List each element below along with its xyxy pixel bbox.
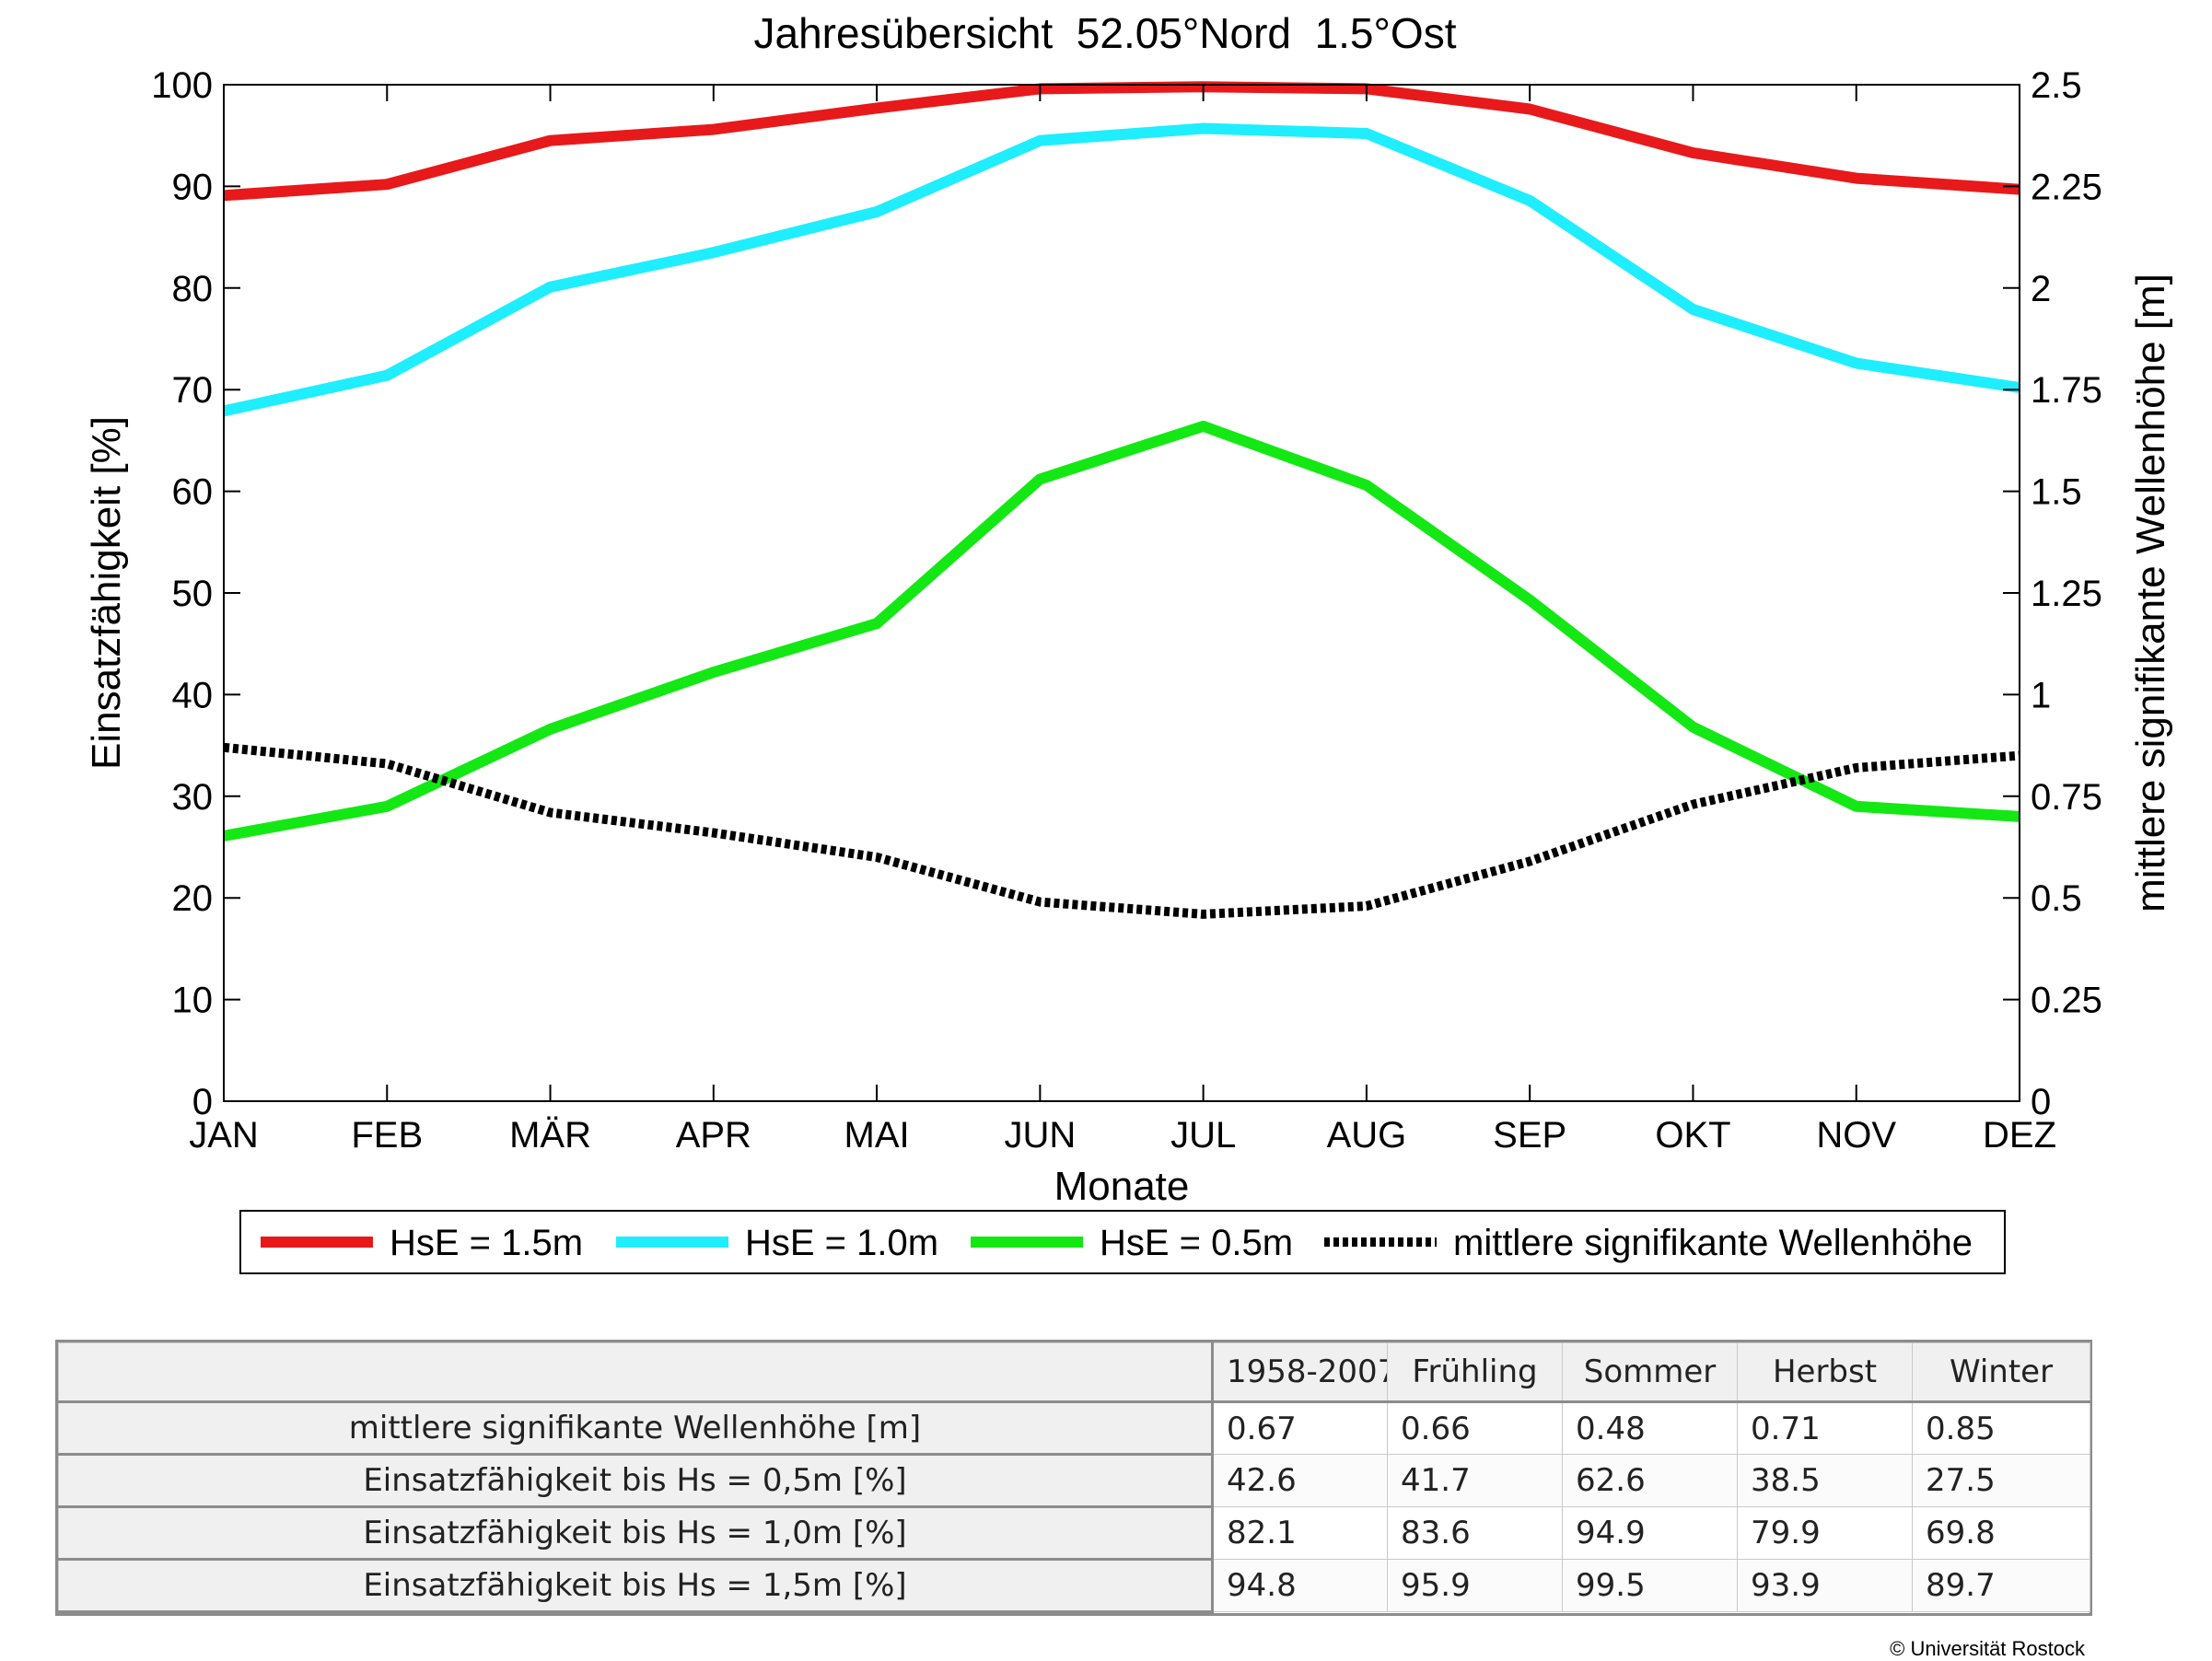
table-row: mittlere signifikante Wellenhöhe [m] 0.6… [58, 1401, 2090, 1456]
x-tick-label: JUN [1004, 1115, 1076, 1156]
row-label: Einsatzfähigkeit bis Hs = 0,5m [%] [58, 1454, 1214, 1508]
x-tick-label: JUL [1170, 1115, 1236, 1156]
table-corner-cell [58, 1342, 1214, 1403]
table-cell: 95.9 [1387, 1559, 1563, 1612]
y-tick-label: 70 [172, 370, 214, 411]
table-cell: 94.9 [1562, 1506, 1738, 1560]
row-label: Einsatzfähigkeit bis Hs = 1,5m [%] [58, 1559, 1214, 1613]
table-cell: 27.5 [1912, 1454, 2090, 1507]
y2-tick-label: 1 [2031, 675, 2051, 715]
statistics-grid: 1958-2007 Frühling Sommer Herbst Winter … [58, 1342, 2090, 1613]
column-header: Herbst [1737, 1342, 1913, 1403]
y2-tick-label: 2.25 [2031, 167, 2102, 207]
y-tick-label: 60 [172, 472, 214, 513]
table-cell: 94.8 [1212, 1559, 1388, 1612]
column-header: Sommer [1562, 1342, 1738, 1403]
y2-tick-label: 1.25 [2031, 574, 2102, 614]
legend: HsE = 1.5m HsE = 1.0m HsE = 0.5m mittlere s… [261, 1223, 1973, 1263]
copyright-notice: © Universität Rostock [1890, 1637, 2085, 1660]
y-tick-label: 10 [172, 981, 214, 1021]
table-cell: 0.71 [1737, 1401, 1913, 1455]
y2-tick-label: 0.75 [2031, 777, 2102, 818]
series-line-3 [223, 742, 2020, 919]
y-tick-label: 40 [172, 675, 214, 715]
legend-label-1: HsE = 1.0m [745, 1223, 938, 1263]
legend-label-0: HsE = 1.5m [390, 1223, 583, 1263]
table-row: Einsatzfähigkeit bis Hs = 1,0m [%] 82.1 … [58, 1506, 2090, 1561]
row-label: Einsatzfähigkeit bis Hs = 1,0m [%] [58, 1506, 1214, 1561]
series-layer [222, 81, 2020, 919]
y-tick-label: 90 [172, 167, 214, 207]
x-tick-label: SEP [1493, 1115, 1566, 1156]
legend-box [239, 1210, 2006, 1274]
table-cell: 93.9 [1737, 1559, 1913, 1612]
legend-label-3: mittlere signifikante Wellenhöhe [1453, 1223, 1973, 1263]
y-tick-label: 80 [172, 269, 214, 309]
y2-tick-label: 1.5 [2031, 472, 2082, 513]
series-line-0 [223, 81, 2020, 202]
row-label: mittlere signifikante Wellenhöhe [m] [58, 1401, 1214, 1456]
chart: Jahresübersicht 52.05°Nord 1.5°Ost 01020… [84, 9, 2173, 1274]
table-cell: 99.5 [1562, 1559, 1738, 1612]
table-cell: 69.8 [1912, 1506, 2090, 1560]
plot-frame [223, 84, 2020, 1102]
legend-label-2: HsE = 0.5m [1100, 1223, 1293, 1263]
statistics-table: 1958-2007 Frühling Sommer Herbst Winter … [55, 1340, 2092, 1616]
y2-tick-label: 2.5 [2031, 65, 2082, 106]
chart-title: Jahresübersicht 52.05°Nord 1.5°Ost [754, 9, 1457, 57]
x-tick-label: DEZ [1983, 1115, 2056, 1156]
table-row: Einsatzfähigkeit bis Hs = 0,5m [%] 42.6 … [58, 1454, 2090, 1508]
y-tick-label: 50 [172, 574, 214, 614]
y-tick-label: 100 [151, 65, 213, 106]
table-cell: 0.48 [1562, 1401, 1738, 1455]
table-cell: 79.9 [1737, 1506, 1913, 1560]
x-tick-label: MAI [844, 1115, 910, 1156]
table-header-row: 1958-2007 Frühling Sommer Herbst Winter [58, 1342, 2090, 1403]
column-header: Frühling [1387, 1342, 1563, 1403]
column-header: 1958-2007 [1212, 1342, 1388, 1403]
series-line-1 [222, 122, 2020, 417]
ticks-layer: 0 10 20 30 40 50 60 70 80 90 100 0 0.25 0.5 0.75 1 1.25 1… [151, 65, 2102, 1156]
table-cell: 83.6 [1387, 1506, 1563, 1560]
table-cell: 42.6 [1212, 1454, 1388, 1507]
table-cell: 82.1 [1212, 1506, 1388, 1560]
x-tick-label: APR [676, 1115, 751, 1156]
x-tick-label: FEB [351, 1115, 423, 1156]
y2-tick-label: 1.75 [2031, 370, 2102, 411]
table-cell: 41.7 [1387, 1454, 1563, 1507]
table-row: Einsatzfähigkeit bis Hs = 1,5m [%] 94.8 … [58, 1559, 2090, 1613]
table-cell: 62.6 [1562, 1454, 1738, 1507]
table-cell: 0.85 [1912, 1401, 2090, 1455]
x-tick-label: OKT [1655, 1115, 1730, 1156]
y2-tick-label: 2 [2031, 269, 2051, 309]
y-tick-label: 20 [172, 878, 214, 919]
y-tick-label: 0 [192, 1082, 213, 1122]
y2-tick-label: 0.5 [2031, 878, 2082, 919]
x-tick-label: NOV [1816, 1115, 1896, 1156]
table-cell: 38.5 [1737, 1454, 1913, 1507]
table-cell: 89.7 [1912, 1559, 2090, 1612]
x-tick-label: AUG [1327, 1115, 1407, 1156]
table-cell: 0.66 [1387, 1401, 1563, 1455]
y-axis-label: Einsatzfähigkeit [%] [84, 416, 129, 770]
y2-axis-label: mittlere signifikante Wellenhöhe [m] [2128, 273, 2173, 912]
y2-tick-label: 0.25 [2031, 981, 2102, 1021]
series-line-2 [222, 420, 2020, 842]
x-axis-label: Monate [1054, 1164, 1190, 1209]
table-cell: 0.67 [1212, 1401, 1388, 1455]
column-header: Winter [1912, 1342, 2090, 1403]
x-tick-label: JAN [189, 1115, 259, 1156]
x-tick-label: MÄR [509, 1115, 591, 1156]
y2-tick-label: 0 [2031, 1082, 2051, 1122]
y-tick-label: 30 [172, 777, 214, 818]
